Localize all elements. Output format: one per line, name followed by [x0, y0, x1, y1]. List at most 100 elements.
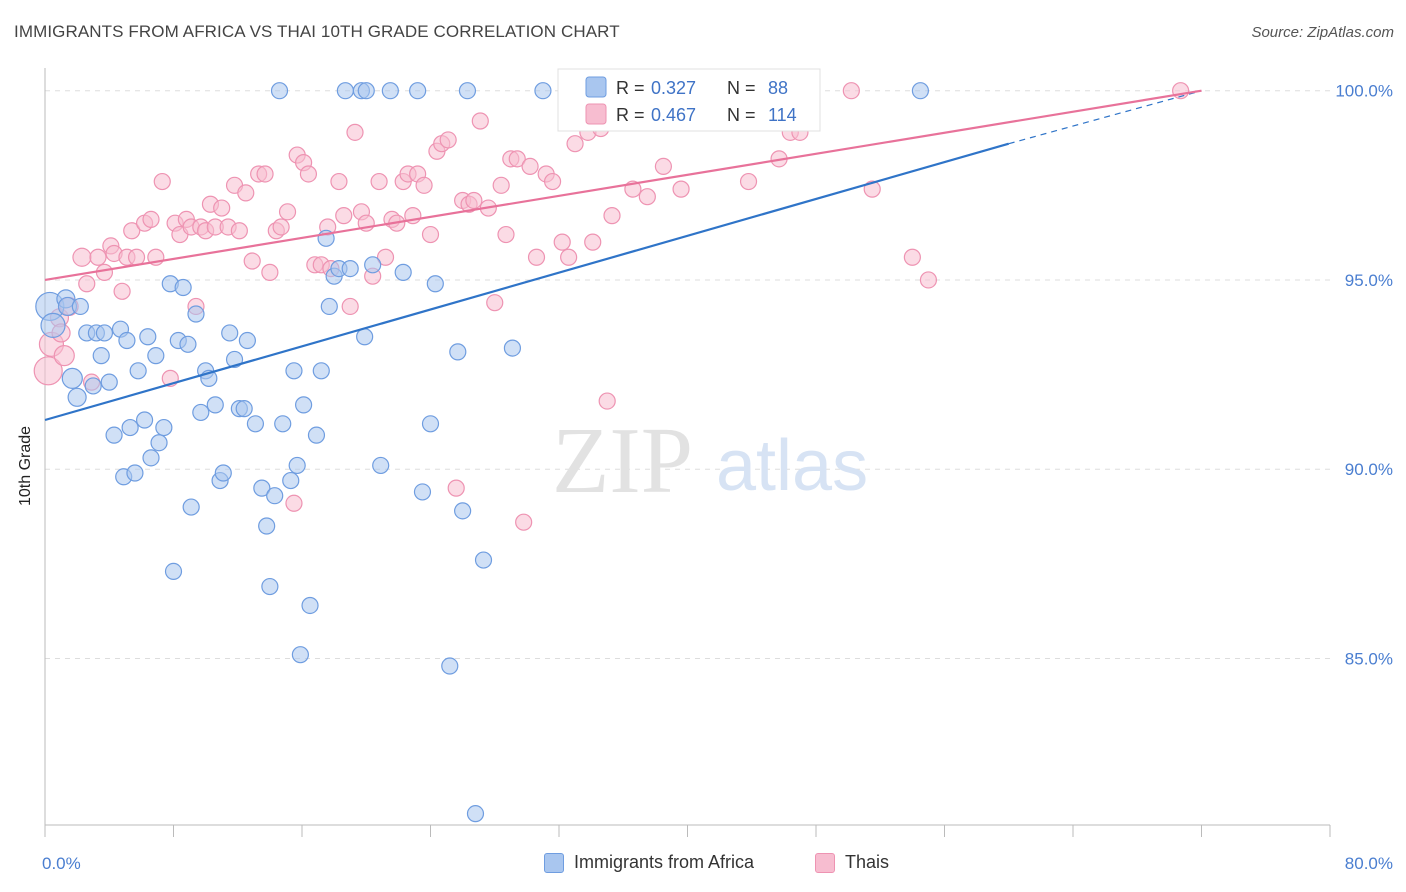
data-point — [903, 248, 921, 266]
x-tick-labels: 0.0% 80.0% — [42, 854, 1393, 873]
data-point — [123, 222, 141, 240]
data-point — [336, 82, 354, 100]
y-tick-label: 95.0% — [1345, 271, 1393, 290]
data-point — [288, 456, 306, 475]
data-point — [182, 498, 200, 516]
data-point — [534, 82, 552, 100]
data-point — [78, 275, 96, 293]
data-point — [312, 362, 330, 380]
data-point — [192, 403, 210, 422]
data-point — [235, 400, 253, 418]
data-point — [413, 483, 432, 501]
axes — [44, 68, 1331, 837]
data-point — [654, 157, 673, 176]
data-point — [261, 577, 279, 596]
data-point — [553, 233, 571, 251]
trend-line-africa — [44, 142, 1010, 422]
y-tick-labels: 100.0% 95.0% 90.0% 85.0% — [1335, 82, 1393, 669]
data-point — [121, 418, 139, 437]
data-point — [256, 165, 274, 183]
data-point — [447, 479, 465, 497]
data-point — [67, 387, 87, 407]
data-point — [72, 247, 92, 267]
data-point — [372, 456, 390, 475]
legend-swatch-africa — [544, 852, 564, 873]
data-point — [421, 225, 440, 244]
data-point — [179, 335, 197, 353]
data-point — [370, 172, 388, 191]
data-point — [842, 82, 860, 100]
data-point — [454, 502, 472, 520]
data-point — [515, 513, 533, 531]
data-point — [421, 415, 440, 433]
data-point — [155, 418, 173, 437]
trend-lines — [44, 89, 1202, 422]
data-point — [243, 252, 261, 270]
data-point — [206, 396, 224, 414]
legend-swatch-thais — [815, 852, 835, 873]
stats-n-label: N = — [727, 78, 756, 98]
x-tick-label: 0.0% — [42, 854, 81, 873]
data-point — [150, 434, 168, 452]
data-point — [492, 176, 510, 194]
data-point — [911, 82, 930, 100]
data-point — [394, 263, 412, 281]
data-point — [153, 172, 171, 191]
data-point — [330, 172, 348, 191]
data-point — [89, 248, 107, 266]
legend-item-thais[interactable]: Thais — [815, 852, 889, 873]
data-point — [335, 207, 353, 225]
legend-item-africa[interactable]: Immigrants from Africa — [544, 852, 754, 873]
y-tick-label: 100.0% — [1335, 82, 1393, 101]
data-point — [261, 263, 279, 281]
data-point — [584, 233, 602, 251]
data-point — [147, 347, 165, 365]
data-point — [100, 373, 118, 391]
watermark: ZIP atlas — [552, 409, 868, 513]
data-point — [84, 377, 102, 395]
data-point — [53, 345, 75, 367]
stats-r-value: 0.327 — [651, 78, 696, 98]
data-point — [95, 263, 114, 281]
data-point — [142, 449, 160, 467]
data-point — [237, 184, 255, 202]
data-point — [307, 426, 326, 444]
data-point — [486, 294, 504, 312]
data-point — [341, 297, 359, 316]
data-point — [118, 331, 136, 350]
data-point — [346, 123, 364, 141]
data-point — [278, 203, 297, 221]
data-point — [497, 225, 515, 244]
series-thais-points — [33, 82, 1190, 531]
data-point — [142, 210, 160, 228]
data-point — [603, 207, 621, 225]
stats-n-value: 88 — [768, 78, 788, 98]
data-point — [638, 188, 656, 206]
data-point — [71, 297, 89, 316]
data-point — [474, 551, 493, 569]
data-point — [441, 657, 459, 675]
data-point — [92, 347, 110, 365]
data-point — [376, 248, 395, 266]
data-point — [282, 471, 300, 490]
bottom-legend: Immigrants from Africa Thais — [0, 852, 1406, 876]
data-point — [187, 305, 205, 323]
data-point — [174, 278, 192, 297]
data-point — [739, 172, 758, 191]
data-point — [566, 135, 584, 153]
data-point — [458, 82, 477, 100]
series-africa-points — [35, 82, 930, 823]
data-point — [213, 199, 231, 217]
watermark-atlas: atlas — [716, 426, 868, 506]
data-point — [126, 464, 144, 482]
stats-r-label: R = — [616, 78, 645, 98]
stats-legend-swatch — [585, 76, 607, 98]
data-point — [238, 331, 256, 350]
data-point — [439, 131, 457, 149]
chart-title: IMMIGRANTS FROM AFRICA VS THAI 10TH GRAD… — [14, 22, 620, 41]
y-tick-label: 90.0% — [1345, 460, 1393, 479]
data-point — [508, 150, 526, 168]
data-point — [127, 248, 146, 266]
data-point — [299, 165, 318, 183]
data-point — [527, 248, 546, 266]
